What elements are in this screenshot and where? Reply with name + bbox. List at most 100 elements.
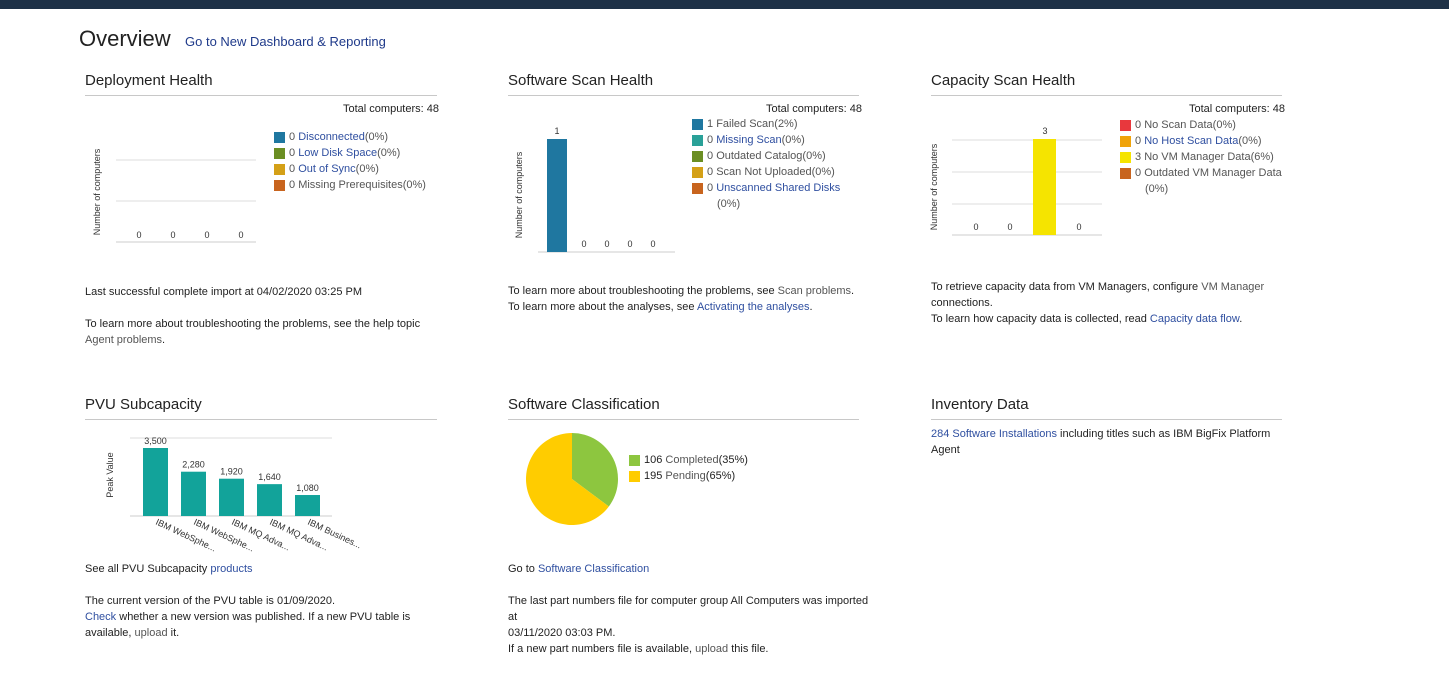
pvu-bar[interactable] [219,478,244,516]
bar-value-label: 0 [238,230,243,240]
activating-analyses-link[interactable]: Activating the analyses [696,301,810,313]
pvu-check-link[interactable]: Check [85,611,117,623]
pvu-subcapacity-title: PVU Subcapacity [85,396,202,413]
legend-item-scan-not-uploaded[interactable]: 0 Scan Not Uploaded (0%) [692,164,840,180]
pie-slice-completed[interactable] [572,433,618,507]
legend-swatch [1120,167,1131,179]
bar-value-label: 0 [1007,222,1012,232]
pvu-bar-value-label: 2,280 [182,460,205,470]
bar-value-label: 0 [650,239,655,249]
scan-problems-link[interactable]: Scan problems [777,285,852,297]
legend-item-pct: (0%) [717,198,741,210]
legend-item-failed-scan[interactable]: 1 Failed Scan (2%) [692,116,840,132]
y-axis-label: Number of computers [92,148,102,235]
legend-swatch [629,454,640,466]
pvu-bar[interactable] [295,495,320,516]
legend-item-pending[interactable]: 195 Pending (65%) [629,468,748,484]
software-scan-total-computers: Total computers: 48 [766,103,862,115]
pvu-bar-value-label: 1,080 [296,483,319,493]
deployment-total-computers: Total computers: 48 [343,103,439,115]
pvu-products-link[interactable]: products [210,563,253,575]
pvu-bar-value-label: 1,640 [258,472,281,482]
bar-value-label: 0 [1076,222,1081,232]
pvu-bar[interactable] [257,484,282,516]
divider [85,95,437,96]
legend-item-low-disk-space[interactable]: 0 Low Disk Space (0%) [274,145,426,161]
new-dashboard-link[interactable]: Go to New Dashboard & Reporting [185,34,386,49]
legend-item-unscanned-shared-disks[interactable]: 0 Unscanned Shared Disks [692,180,840,196]
legend-item-outdated-catalog[interactable]: 0 Outdated Catalog (0%) [692,148,840,164]
software-classification-title: Software Classification [508,396,660,413]
deployment-legend: 0 Disconnected (0%) 0 Low Disk Space (0%… [274,129,426,193]
capacity-scan-chart: Number of computers 0 0 3 0 [929,126,1102,236]
legend-swatch [274,179,285,191]
agent-problems-link[interactable]: Agent problems [85,334,163,346]
legend-swatch [1120,151,1131,163]
pvu-bar-value-label: 1,920 [220,467,243,477]
software-classification-link[interactable]: Software Classification [537,563,650,575]
legend-swatch [1120,119,1131,131]
part-numbers-text: The last part numbers file for computer … [508,595,869,655]
divider [931,419,1282,420]
legend-item-missing-prerequisites[interactable]: 0 Missing Prerequisites (0%) [274,177,426,193]
bar-value-label: 0 [604,239,609,249]
pvu-see-all-text: See all PVU Subcapacity products [85,563,253,575]
bar-failed-scan[interactable] [547,139,567,252]
capacity-data-flow-link[interactable]: Capacity data flow [1149,313,1240,325]
pvu-bar[interactable] [181,471,206,516]
bar-value-label: 0 [204,230,209,240]
software-installations-link[interactable]: 284 Software Installations [931,428,1057,440]
part-numbers-upload-link[interactable]: upload [695,643,729,655]
pvu-table-text: The current version of the PVU table is … [85,595,411,639]
y-axis-label: Number of computers [929,143,939,230]
capacity-scan-health-title: Capacity Scan Health [931,72,1076,89]
classification-pie-chart [526,433,618,525]
software-scan-chart: Number of computers 1 0 0 0 0 [514,126,675,253]
deployment-help-text: To learn more about troubleshooting the … [85,318,421,346]
legend-item-disconnected[interactable]: 0 Disconnected (0%) [274,129,426,145]
legend-item-missing-scan[interactable]: 0 Missing Scan (0%) [692,132,840,148]
divider [508,419,859,420]
legend-item-completed[interactable]: 106 Completed (35%) [629,452,748,468]
software-scan-help-text: To learn more about troubleshooting the … [508,285,855,313]
capacity-scan-total-computers: Total computers: 48 [1189,103,1285,115]
legend-item-out-of-sync[interactable]: 0 Out of Sync (0%) [274,161,426,177]
pvu-bar[interactable] [143,448,168,516]
bar-value-label: 3 [1042,126,1047,136]
vm-manager-link[interactable]: VM Manager [1201,281,1265,293]
last-import-text: Last successful complete import at 04/02… [85,286,362,298]
top-navigation-bar [0,0,1449,9]
deployment-health-title: Deployment Health [85,72,213,89]
bar-value-label: 0 [973,222,978,232]
pie-slice-pending[interactable] [526,433,609,525]
bar-no-vm-manager-data[interactable] [1033,139,1056,235]
bar-value-label: 0 [136,230,141,240]
bar-value-label: 0 [170,230,175,240]
legend-item-pct: (0%) [1145,183,1169,195]
inventory-data-title: Inventory Data [931,396,1029,413]
divider [931,95,1282,96]
legend-swatch [274,163,285,175]
bar-value-label: 0 [627,239,632,249]
legend-item-outdated-vm-manager-data[interactable]: 0 Outdated VM Manager Data [1120,165,1282,181]
divider [85,419,437,420]
legend-item-no-scan-data[interactable]: 0 No Scan Data (0%) [1120,117,1282,133]
legend-swatch [692,134,703,146]
legend-swatch [1120,135,1131,147]
legend-swatch [692,118,703,130]
bar-value-label: 0 [581,239,586,249]
legend-item-no-host-scan-data[interactable]: 0 No Host Scan Data (0%) [1120,133,1282,149]
legend-swatch [274,131,285,143]
goto-classification-text: Go to Software Classification [508,563,650,575]
pvu-upload-link[interactable]: upload [134,627,168,639]
classification-legend: 106 Completed (35%) 195 Pending (65%) [629,452,748,484]
pvu-bar-value-label: 3,500 [144,436,167,446]
legend-item-no-vm-manager-data[interactable]: 3 No VM Manager Data (6%) [1120,149,1282,165]
legend-swatch [274,147,285,159]
y-axis-label: Number of computers [514,151,524,238]
divider [508,95,859,96]
legend-swatch [692,166,703,178]
legend-swatch [692,182,703,194]
